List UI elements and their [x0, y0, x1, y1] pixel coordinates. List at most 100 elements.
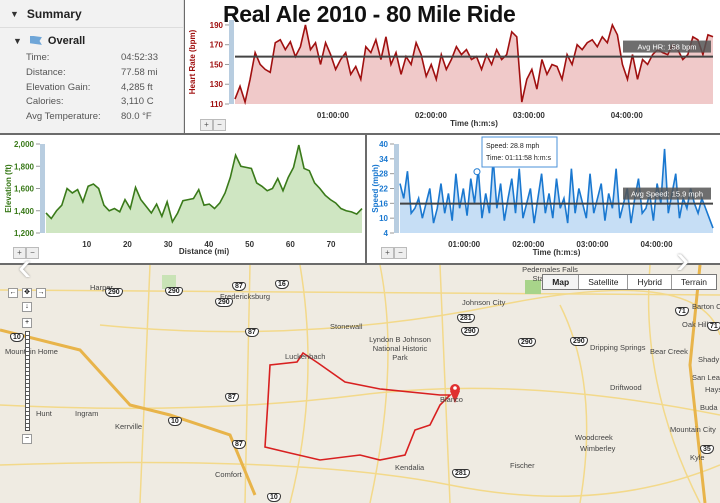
map-place-label: Fischer	[510, 461, 535, 470]
series-area	[46, 145, 362, 233]
y-axis-label: Speed (mph)	[371, 164, 380, 213]
y-tick-label: 170	[210, 41, 224, 50]
map-place-label: Comfort	[215, 470, 242, 479]
axis-scroll-bar	[40, 144, 45, 233]
y-tick-label: 16	[379, 199, 388, 208]
highway-shield: 281	[452, 469, 470, 478]
zoom-out-button[interactable]: −	[26, 247, 39, 259]
y-tick-label: 4	[384, 229, 389, 238]
highway-shield: 87	[225, 393, 239, 402]
pan-down-button[interactable]: ↓	[22, 302, 32, 312]
map-place-label: San Leanna	[692, 373, 720, 382]
highway-shield: 71	[707, 322, 720, 331]
map-place-label: Ingram	[75, 409, 99, 418]
map-place-label: Kendalia	[395, 463, 425, 472]
map-place-label: Woodcreek	[575, 433, 613, 442]
summary-heading: Summary	[26, 6, 82, 21]
speed-chart-panel: 4 10 16 22 28 34 40 01:00:00 02:00:00 03:00:00 04:…	[367, 135, 720, 263]
map-place-label: Blanco	[440, 395, 463, 404]
highway-shield: 35	[700, 445, 714, 454]
summary-label: Time:	[26, 52, 50, 63]
summary-value: 3,110 C	[121, 96, 154, 108]
y-tick-label: 110	[210, 100, 223, 109]
zoom-out-button[interactable]: −	[394, 247, 407, 259]
y-tick-label: 190	[210, 21, 224, 30]
map-zoom-in-button[interactable]: +	[22, 318, 32, 328]
previous-arrow-icon[interactable]: ‹	[18, 245, 32, 289]
map-place-label: Mountain Home	[5, 347, 58, 356]
map-place-label: Kyle	[690, 453, 705, 462]
overall-header[interactable]: ▼ Overall	[0, 28, 183, 51]
summary-value: 4,285 ft	[121, 81, 153, 93]
average-label: Avg HR: 158 bpm	[637, 43, 696, 52]
highway-shield: 290	[461, 327, 479, 336]
map-type-satellite-button[interactable]: Satellite	[578, 275, 627, 289]
map-type-map-button[interactable]: Map	[543, 275, 579, 289]
y-tick-label: 1,800	[14, 162, 35, 171]
summary-label: Calories:	[26, 96, 64, 108]
zoom-in-button[interactable]: +	[381, 247, 394, 259]
average-badge	[623, 40, 711, 53]
map-place-label: Barton Creek	[692, 302, 720, 311]
map-place-label: Buda	[700, 403, 718, 412]
summary-value: 77.58 mi	[121, 66, 158, 78]
highway-shield: 290	[105, 288, 123, 297]
zoom-out-button[interactable]: −	[213, 119, 226, 131]
summary-label: Distance:	[26, 66, 66, 78]
x-tick-label: 02:00:00	[415, 111, 448, 120]
map-place-label: Stonewall	[330, 322, 363, 331]
map-marker-icon	[450, 384, 460, 403]
y-tick-label: 40	[379, 140, 388, 149]
map-type-selector[interactable]: Map Satellite Hybrid Terrain	[542, 274, 717, 290]
series-line	[234, 22, 714, 106]
series-line	[45, 144, 363, 224]
heart-rate-chart: 110 130 150 170 190 01:00:00 02:00:00 03:00:00 0…	[188, 20, 714, 128]
highway-shield: 10	[168, 417, 182, 426]
x-tick-label: 01:00:00	[317, 111, 350, 120]
highway-shield: 290	[518, 338, 536, 347]
map-place-label: Wimberley	[580, 444, 616, 453]
average-label: Avg Speed: 15.9 mph	[631, 190, 703, 199]
collapse-triangle-icon[interactable]: ▼	[10, 8, 19, 19]
y-tick-label: 1,600	[14, 185, 35, 194]
map-place-label: Shady Hollow	[698, 355, 720, 364]
y-tick-label: 1,200	[14, 229, 35, 238]
pan-right-button[interactable]: →	[36, 288, 46, 298]
collapse-triangle-icon[interactable]: ▼	[13, 36, 22, 46]
map-type-terrain-button[interactable]: Terrain	[671, 275, 716, 289]
route-map[interactable]: Harper Fredericksburg Stonewall Luckenbach L…	[0, 265, 720, 503]
highway-shield: 10	[267, 493, 281, 502]
summary-value: 80.0 °F	[121, 111, 152, 123]
tooltip-speed: Speed: 28.8 mph	[486, 143, 539, 150]
x-axis-label: Time (h:m:s)	[533, 248, 581, 257]
pan-left-button[interactable]: ←	[8, 288, 18, 298]
map-place-label: Bear Creek	[650, 347, 688, 356]
y-axis-label: Heart Rate (bpm)	[188, 29, 197, 94]
summary-label: Elevation Gain:	[26, 81, 91, 93]
map-place-label: Fredericksburg	[220, 292, 271, 301]
summary-panel: ▼ Summary ▼ Overall Time: 04:52:33 Distance:…	[0, 0, 184, 133]
summary-label: Avg Temperature:	[26, 111, 101, 123]
y-tick-label: 10	[379, 214, 388, 223]
average-badge	[623, 187, 711, 200]
zoom-in-button[interactable]: +	[200, 119, 213, 131]
highway-shield: 87	[245, 328, 259, 337]
y-tick-label: 34	[379, 155, 388, 164]
y-tick-label: 22	[379, 185, 388, 194]
summary-row: Time: 04:52:33	[0, 51, 183, 66]
summary-row: Avg Temperature: 80.0 °F	[0, 110, 183, 125]
map-zoom-slider[interactable]	[25, 331, 30, 431]
pan-center-button[interactable]: ✥	[22, 288, 32, 298]
x-tick-label: 02:00:00	[512, 240, 545, 249]
y-tick-label: 150	[210, 60, 224, 69]
y-tick-label: 2,000	[14, 140, 35, 149]
x-tick-label: 10	[82, 240, 91, 249]
map-zoom-out-button[interactable]: −	[22, 434, 32, 444]
tooltip	[481, 136, 558, 168]
next-arrow-icon[interactable]: ›	[676, 238, 690, 282]
summary-header[interactable]: ▼ Summary	[0, 0, 183, 28]
zoom-in-button[interactable]: +	[13, 247, 26, 259]
map-place-label: Johnson City	[462, 298, 506, 307]
map-type-hybrid-button[interactable]: Hybrid	[627, 275, 671, 289]
x-axis-label: Time (h:m:s)	[450, 119, 498, 128]
